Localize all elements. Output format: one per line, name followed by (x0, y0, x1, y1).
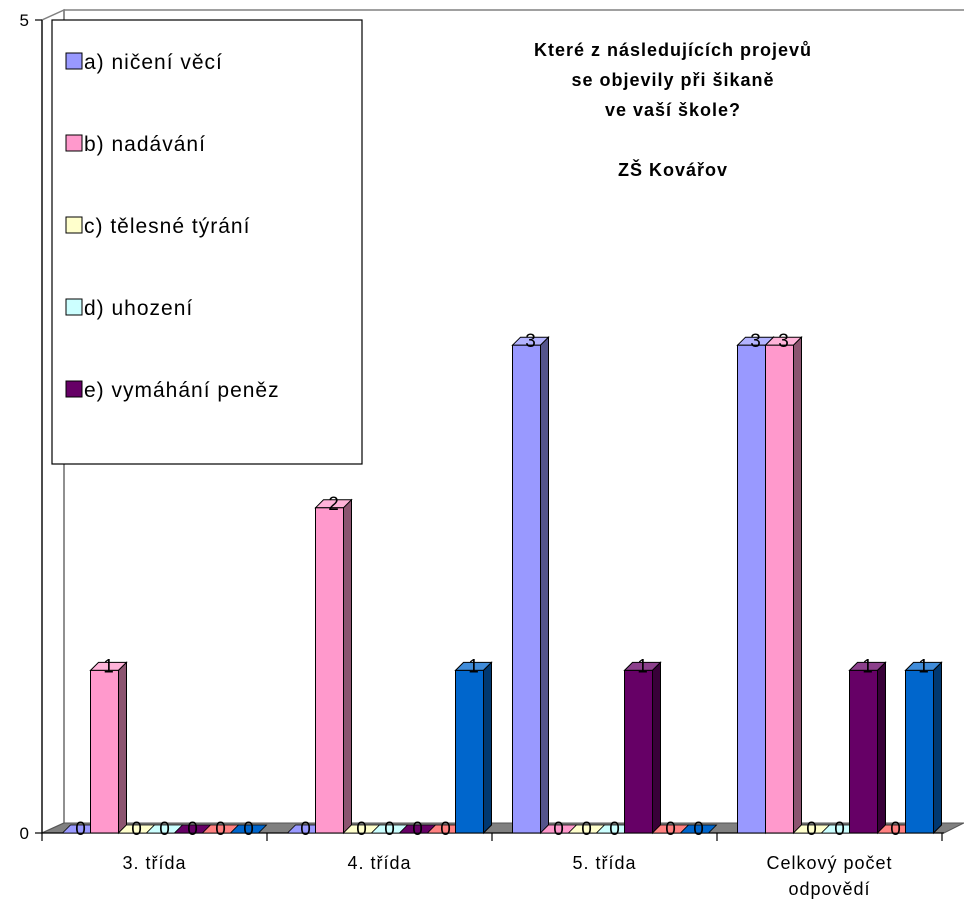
chart-title-line: ZŠ Kovářov (618, 159, 728, 180)
data-label: 1 (468, 656, 479, 677)
legend-label: d) uhození (84, 297, 193, 320)
bar (848, 661, 887, 835)
data-label: 0 (581, 819, 592, 840)
bar (89, 661, 128, 835)
data-label: 0 (243, 819, 254, 840)
legend-swatch (65, 298, 83, 316)
legend-label: e) vymáhání peněz (84, 379, 280, 402)
legend-item: a) ničení věcí (65, 51, 223, 74)
data-label: 0 (806, 819, 817, 840)
y-tick-label: 5 (20, 11, 30, 30)
data-label: 0 (356, 819, 367, 840)
legend-swatch (65, 380, 83, 398)
data-label: 1 (637, 656, 648, 677)
chart-title-line: Které z následujících projevů (534, 40, 812, 60)
data-label: 0 (300, 819, 311, 840)
data-label: 0 (412, 819, 423, 840)
legend-swatch (65, 216, 83, 234)
data-label: 2 (328, 494, 339, 515)
chart-title-line: se objevily při šikaně (571, 70, 774, 90)
data-label: 0 (665, 819, 676, 840)
legend-label: c) tělesné týrání (84, 215, 250, 238)
data-label: 1 (103, 656, 114, 677)
data-label: 3 (525, 331, 536, 352)
bar (511, 335, 550, 835)
data-label: 0 (834, 819, 845, 840)
y-tick-label: 0 (20, 824, 30, 843)
bar (229, 824, 268, 834)
bar (454, 661, 493, 835)
chart-title-line: ve vaší škole? (605, 100, 741, 120)
data-label: 1 (862, 656, 873, 677)
bar (764, 335, 803, 835)
bar (904, 661, 943, 835)
x-category-label: Celkový počet odpovědí (766, 853, 892, 899)
legend-swatch (65, 134, 83, 152)
data-label: 0 (890, 819, 901, 840)
data-label: 0 (609, 819, 620, 840)
legend: a) ničení věcí b) nadávání c) tělesné týrá… (51, 19, 363, 465)
chart-title: Které z následujících projevů se objevily… (534, 40, 812, 180)
data-label: 0 (384, 819, 395, 840)
legend-label: b) nadávání (84, 133, 206, 156)
data-label: 3 (778, 331, 789, 352)
data-label: 1 (918, 656, 929, 677)
legend-item: b) nadávání (65, 133, 206, 156)
x-category-label: 4. třída (347, 853, 411, 873)
data-label: 3 (750, 331, 761, 352)
chart-bars (61, 335, 943, 835)
x-category-label: 5. třída (572, 853, 636, 873)
data-label: 0 (215, 819, 226, 840)
chart-axes: 0 5 3. třída 4. třída 5. třída Celkový počet o… (20, 11, 944, 899)
data-label: 0 (553, 819, 564, 840)
legend-box (51, 19, 363, 465)
bar (623, 661, 662, 835)
bar (679, 824, 718, 834)
data-label: 0 (131, 819, 142, 840)
legend-item: d) uhození (65, 297, 193, 320)
back-wall-edge (63, 9, 964, 823)
legend-label: a) ničení věcí (84, 51, 223, 74)
x-category-label: 3. třída (122, 853, 186, 873)
legend-swatch (65, 52, 83, 70)
legend-item: c) tělesné týrání (65, 215, 250, 238)
legend-item: e) vymáhání peněz (65, 379, 280, 402)
data-label: 0 (75, 819, 86, 840)
data-label: 0 (187, 819, 198, 840)
bar (314, 498, 353, 835)
data-label: 0 (693, 819, 704, 840)
data-label: 0 (440, 819, 451, 840)
data-label: 0 (159, 819, 170, 840)
